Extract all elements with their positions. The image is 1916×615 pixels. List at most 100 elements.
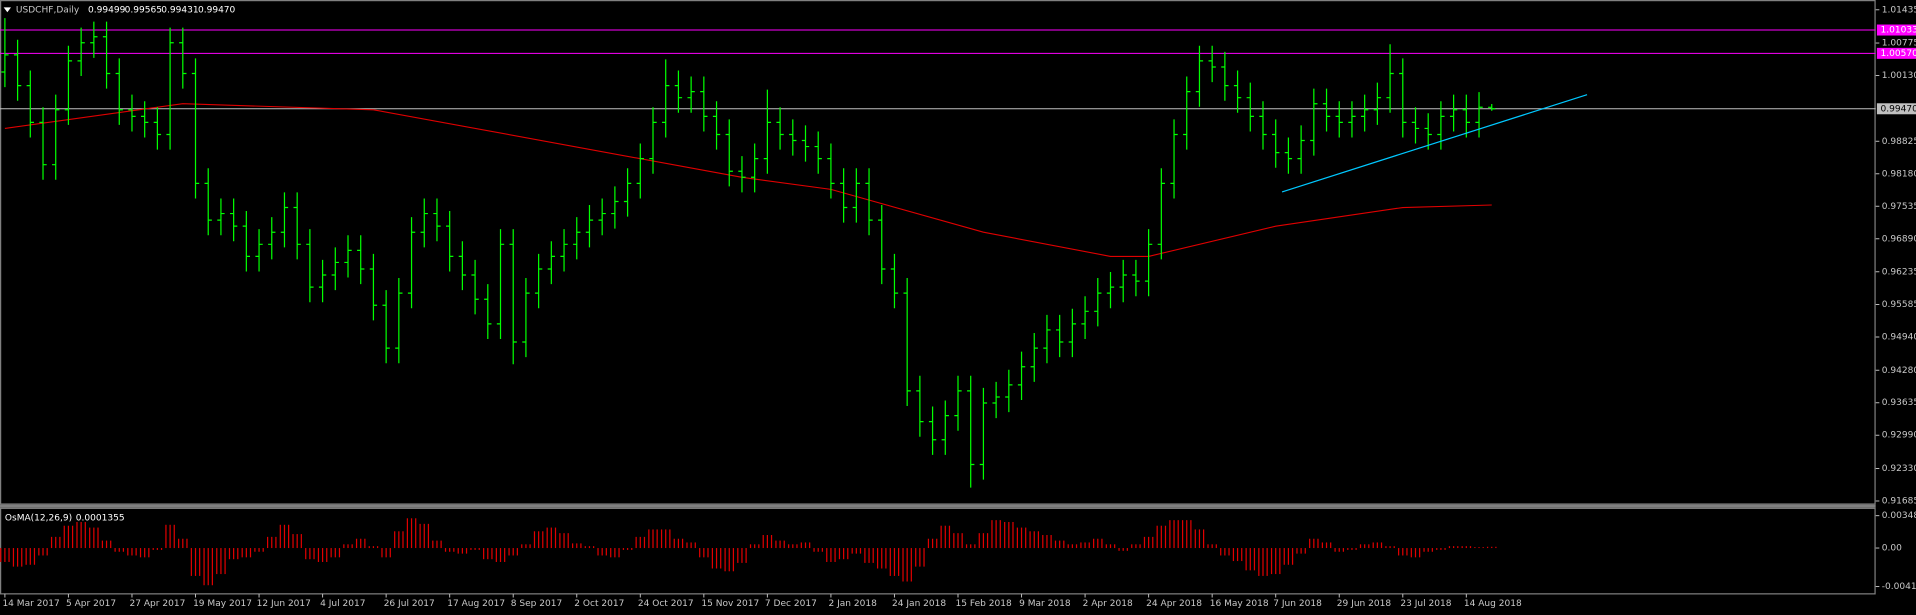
x-tick-label: 2 Oct 2017 [574, 599, 624, 609]
ohlc-bar [662, 59, 670, 138]
ohlc-bar [1221, 51, 1229, 101]
level-label: 1.01033 [1881, 26, 1916, 36]
ohlc-bar [547, 241, 556, 285]
ohlc-bar [52, 94, 60, 180]
x-tick-label: 24 Oct 2017 [638, 599, 694, 609]
ohlc-bar [1119, 259, 1127, 303]
ohlc-bar [712, 101, 721, 150]
ohlc-bar [534, 253, 543, 309]
ohlc-bar [1081, 296, 1089, 340]
x-tick-label: 24 Jan 2018 [892, 599, 946, 609]
ohlc-bar [433, 198, 441, 242]
ohlc-bar [1322, 88, 1331, 132]
y-tick-label: 0.97535 [1882, 202, 1916, 212]
ohlc-bar [1335, 101, 1343, 138]
ohlc-bar [1208, 45, 1216, 83]
indicator-title: OsMA(12,26,9) [5, 514, 72, 524]
ohlc-bar [242, 211, 251, 272]
y-tick-label: 0.98180 [1882, 169, 1916, 179]
y-tick-label: 0.98825 [1882, 137, 1916, 147]
ohlc-bar [1259, 101, 1267, 150]
y-tick-label: 1.01435 [1882, 5, 1916, 15]
ohlc-bar [839, 168, 848, 223]
ohlc-bar [268, 217, 276, 260]
ohlc-bar [1195, 45, 1204, 107]
ohlc-bar [801, 125, 810, 162]
ohlc-bar [916, 375, 924, 437]
level-label-box [1876, 47, 1916, 59]
x-tick-label: 19 May 2017 [193, 599, 252, 609]
ohlc-bar [191, 58, 200, 199]
x-tick-label: 16 May 2018 [1210, 599, 1269, 609]
ohlc-bar [967, 375, 975, 488]
ohlc-bar [1475, 92, 1483, 138]
ohlc-bar [1310, 88, 1318, 156]
x-tick-label: 4 Jul 2017 [320, 599, 365, 609]
ohlc-bar [318, 259, 327, 303]
ohlc-bar [585, 205, 594, 248]
ohlc-bar [471, 259, 479, 315]
ohlc-bar [77, 27, 85, 77]
ohlc-bar [331, 247, 339, 291]
ohlc-bar [1462, 94, 1470, 138]
ohlc-bar [700, 76, 708, 132]
ohlc-bar [1424, 113, 1432, 150]
y-tick-label: 0.00 [1882, 544, 1902, 554]
ohlc-bar [420, 198, 428, 248]
ohlc-bar [928, 406, 937, 455]
ohlc-bar [1373, 82, 1382, 125]
ohlc-bar [280, 192, 289, 248]
y-tick-label: 0.91685 [1882, 496, 1916, 506]
ohlc-bar [992, 381, 1000, 419]
header-value: 0.99470 [198, 5, 236, 15]
ohlc-bar [13, 39, 22, 101]
ohlc-bar [1, 18, 9, 88]
ohlc-bar [382, 290, 390, 364]
x-tick-label: 23 Jul 2018 [1400, 599, 1451, 609]
y-tick-label: 1.00775 [1882, 39, 1916, 49]
ohlc-bar [217, 198, 225, 236]
y-tick-label: 0.95585 [1882, 300, 1916, 310]
ohlc-bar [687, 76, 695, 113]
ohlc-bar [954, 375, 962, 431]
ohlc-bar [941, 400, 949, 455]
ohlc-bar [573, 217, 581, 260]
ohlc-bar [141, 101, 149, 138]
ohlc-bar [598, 198, 606, 236]
ohlc-bar [1068, 308, 1077, 358]
ohlc-bar [179, 27, 187, 89]
ohlc-bar [115, 58, 123, 125]
ohlc-bar [560, 229, 568, 272]
ohlc-bar [1488, 103, 1496, 111]
ohlc-bar [1005, 369, 1013, 413]
ohlc-bar [522, 278, 530, 358]
ohlc-bar [636, 143, 644, 199]
ohlc-bar [39, 107, 47, 180]
ohlc-bar [128, 94, 136, 132]
header-value: 0.99499 [88, 5, 126, 15]
main-panel-frame [0, 0, 1876, 505]
y-tick-label: 0.96890 [1882, 234, 1916, 244]
ohlc-bar [1246, 82, 1254, 132]
ohlc-bar [751, 143, 759, 193]
ohlc-bar [878, 205, 886, 285]
ohlc-bar [1170, 119, 1178, 199]
ohlc-bar [1284, 137, 1293, 174]
ohlc-bar [649, 107, 657, 174]
ohlc-bar [344, 235, 352, 278]
panel-separator [0, 504, 1876, 508]
ohlc-bar [1157, 168, 1165, 260]
y-tick-label: 0.92990 [1882, 431, 1916, 441]
moving-average [4, 103, 1492, 257]
x-tick-label: 7 Jun 2018 [1273, 599, 1322, 609]
header-value: 0.99431 [161, 5, 198, 15]
ohlc-bar [369, 253, 378, 321]
ohlc-bar [1348, 101, 1356, 138]
ohlc-bar [1449, 94, 1458, 132]
ohlc-bar [674, 70, 683, 113]
ohlc-bar [90, 21, 98, 58]
y-tick-label: 0.003482 [1882, 511, 1916, 521]
x-tick-label: 26 Jul 2017 [384, 599, 435, 609]
